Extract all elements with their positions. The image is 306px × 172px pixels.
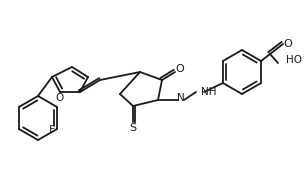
Text: NH: NH (201, 87, 217, 97)
Text: O: O (284, 39, 292, 49)
Text: O: O (55, 93, 63, 103)
Text: S: S (129, 123, 136, 133)
Text: F: F (49, 125, 55, 135)
Text: O: O (176, 64, 185, 74)
Text: N: N (177, 93, 185, 103)
Text: HO: HO (286, 55, 302, 65)
